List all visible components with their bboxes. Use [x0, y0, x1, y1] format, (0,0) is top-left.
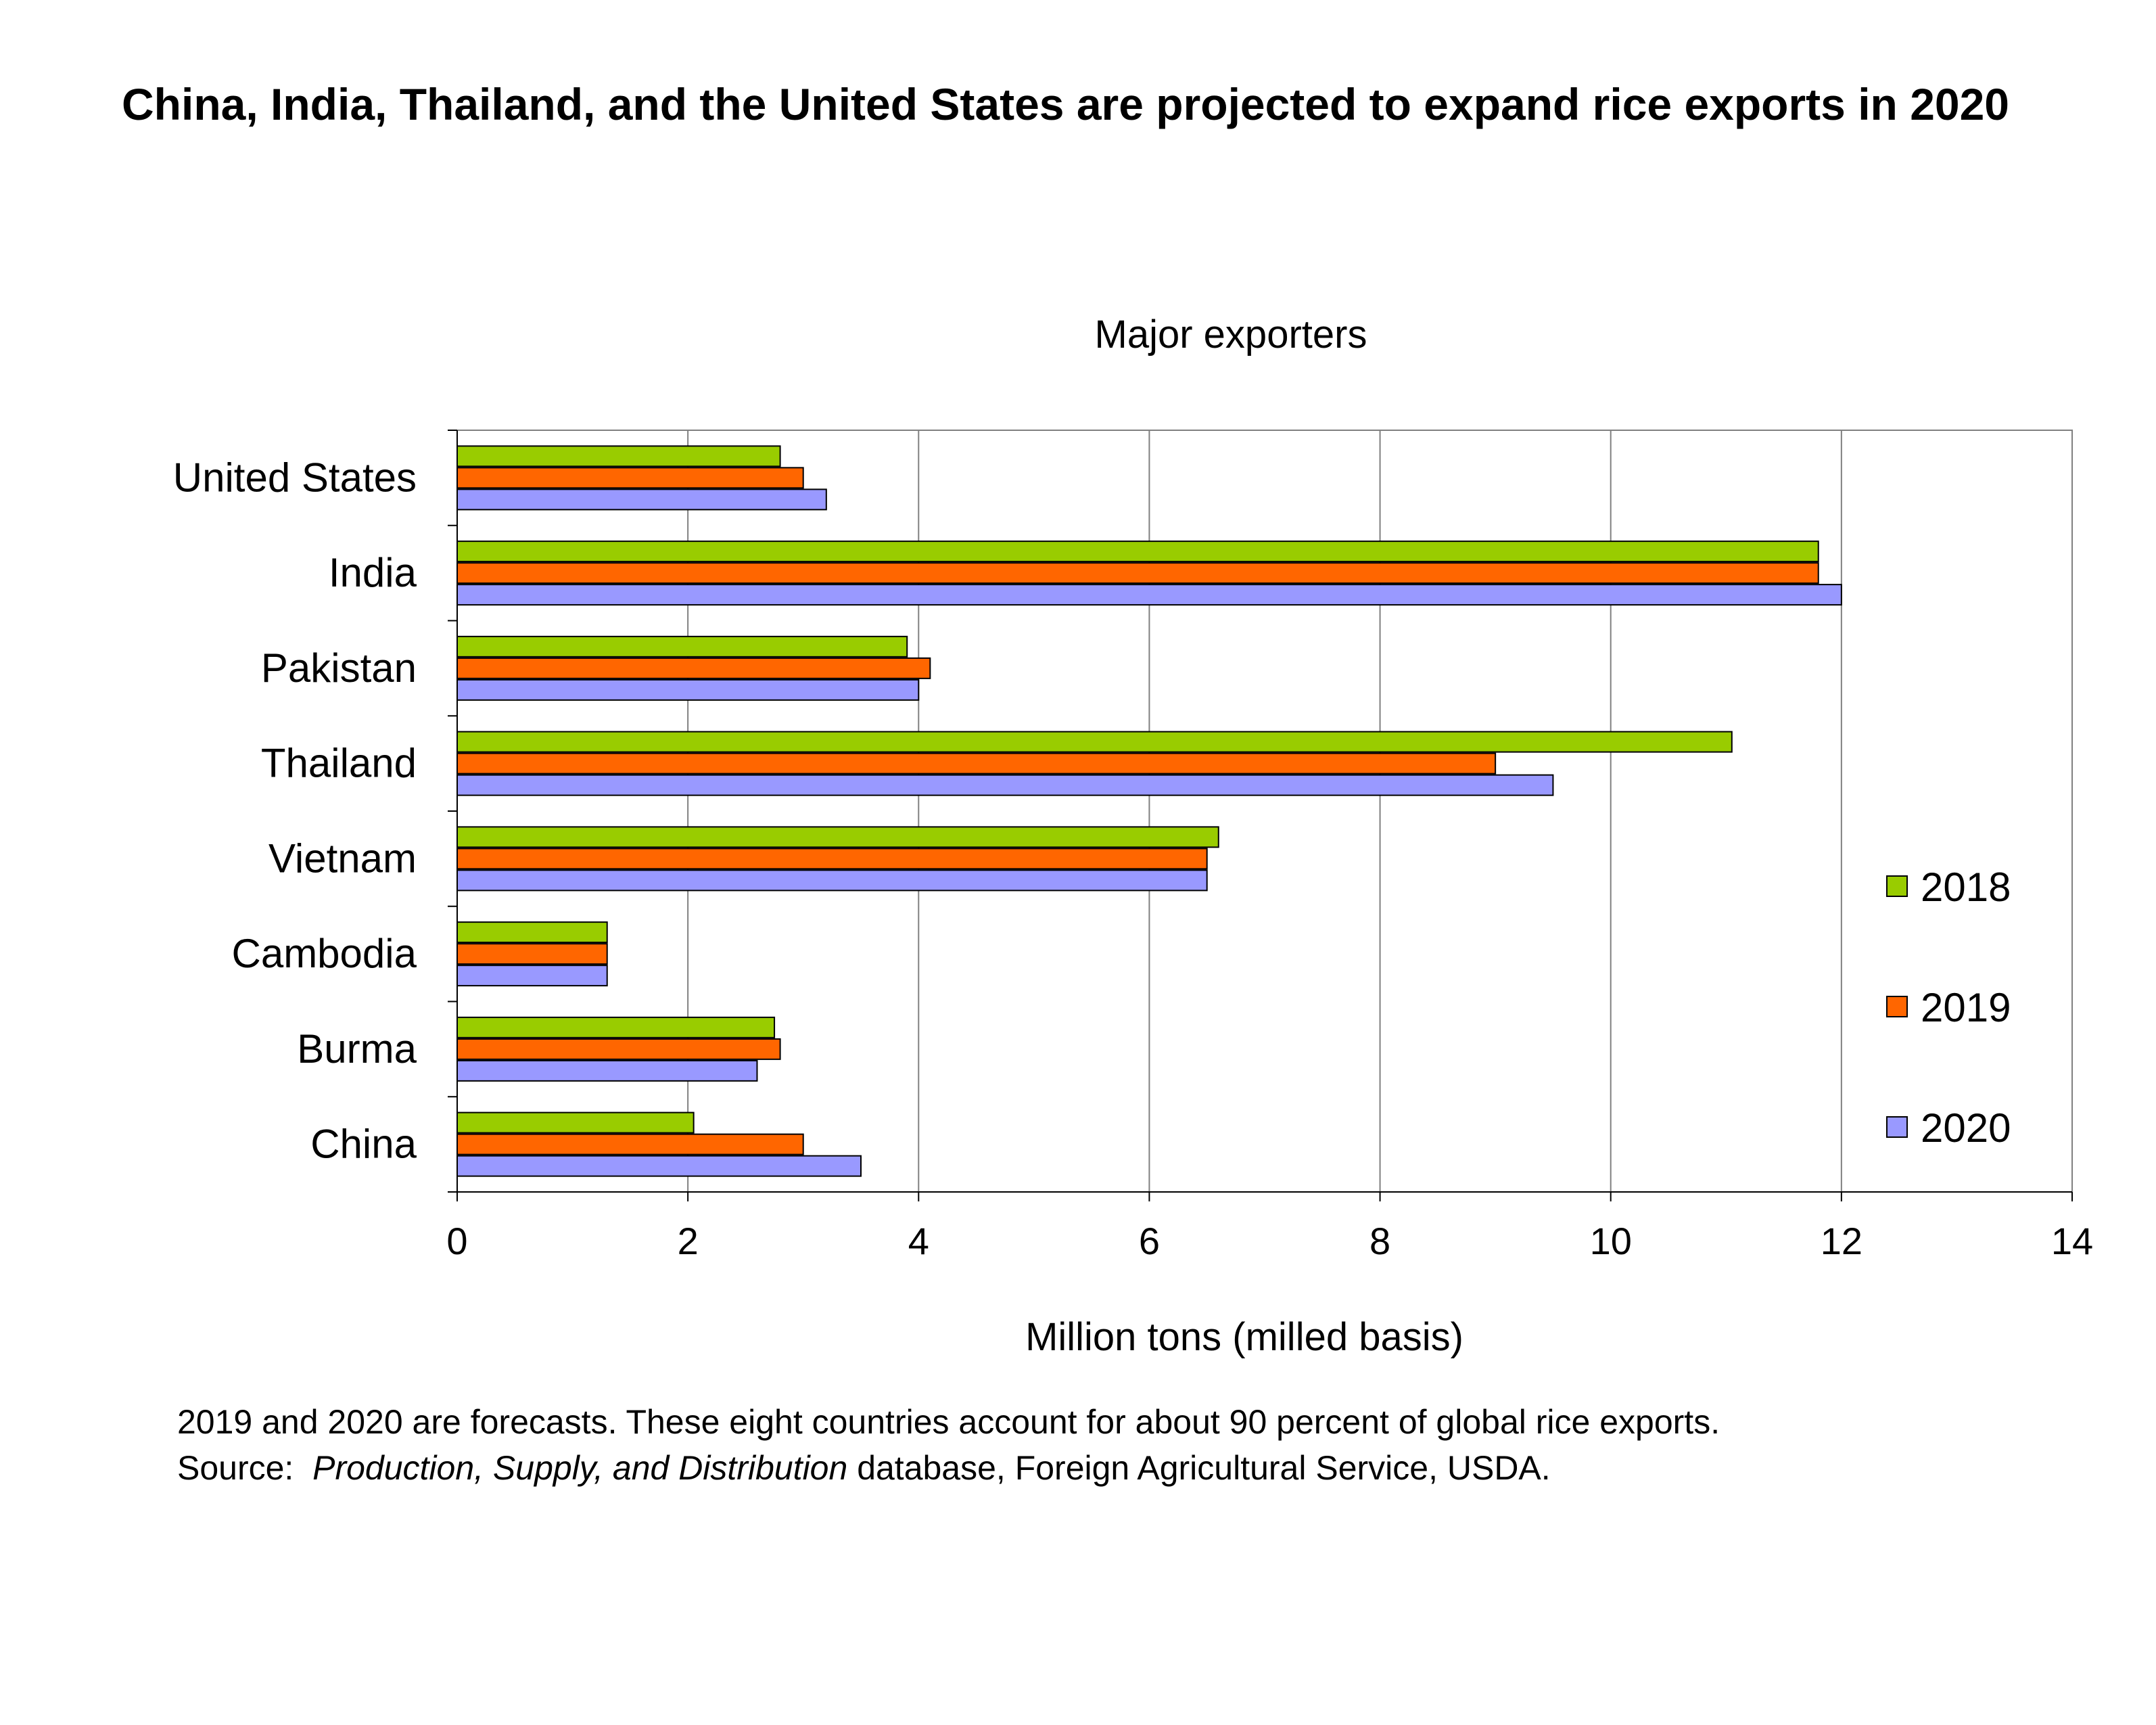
legend-label: 2020 — [1921, 1105, 2011, 1151]
legend-swatch — [1886, 996, 1908, 1017]
chart-title: Major exporters — [1095, 313, 1367, 356]
bar-2018-china — [456, 1111, 695, 1134]
category-label: Cambodia — [232, 931, 417, 976]
bar-2020-china — [456, 1155, 862, 1177]
source-title: Production, Supply, and Distribution — [312, 1449, 848, 1487]
x-axis-label: Million tons (milled basis) — [1025, 1315, 1463, 1359]
bar-2019-united-states — [456, 467, 804, 489]
bar-2019-thailand — [456, 752, 1497, 775]
footnote-note: 2019 and 2020 are forecasts. These eight… — [177, 1403, 1720, 1441]
category-label: China — [310, 1122, 417, 1167]
category-label: Thailand — [261, 741, 417, 786]
bar-2018-burma — [456, 1016, 776, 1038]
bar-2018-vietnam — [456, 826, 1219, 848]
bar-2019-pakistan — [456, 657, 931, 679]
source-prefix: Source: — [177, 1449, 313, 1487]
bar-2020-cambodia — [456, 965, 608, 987]
category-label: Burma — [297, 1026, 417, 1072]
footnote: 2019 and 2020 are forecasts. These eight… — [177, 1399, 1720, 1491]
x-tick-label: 2 — [678, 1220, 699, 1262]
legend: 2018 2019 2020 — [1886, 865, 2011, 1151]
bar-2019-vietnam — [456, 848, 1208, 870]
bar-2019-china — [456, 1133, 804, 1155]
bar-2020-india — [456, 584, 1842, 606]
category-label: Pakistan — [261, 645, 417, 691]
bar-2020-united-states — [456, 488, 827, 511]
axes: 0 2 4 6 8 10 12 14 United States India Pakistan Tha… — [173, 430, 2093, 1262]
footnote-source: Source: Production, Supply, and Distribu… — [177, 1445, 1720, 1491]
legend-swatch — [1886, 1116, 1908, 1138]
bar-2018-thailand — [456, 731, 1733, 753]
category-label: India — [329, 550, 417, 595]
bars — [456, 445, 1842, 1177]
category-label: Vietnam — [268, 835, 417, 881]
source-suffix: database, Foreign Agricultural Service, … — [847, 1449, 1551, 1487]
x-tick-label: 14 — [2051, 1220, 2093, 1262]
bar-2019-india — [456, 562, 1819, 584]
x-tick-label: 0 — [446, 1220, 467, 1262]
x-tick-label: 10 — [1590, 1220, 1632, 1262]
page-headline: China, India, Thailand, and the United S… — [122, 79, 2010, 129]
bar-2018-cambodia — [456, 921, 608, 944]
legend-label: 2019 — [1921, 985, 2011, 1030]
x-tick-label: 6 — [1139, 1220, 1160, 1262]
bar-2019-burma — [456, 1038, 781, 1060]
x-tick-label: 12 — [1821, 1220, 1862, 1262]
bar-2020-burma — [456, 1059, 758, 1082]
category-label: United States — [173, 455, 417, 500]
legend-label: 2018 — [1921, 865, 2011, 910]
x-tick-label: 4 — [908, 1220, 929, 1262]
bar-2020-thailand — [456, 774, 1554, 796]
bar-2018-india — [456, 540, 1819, 563]
bar-2018-pakistan — [456, 635, 908, 658]
bar-2020-vietnam — [456, 869, 1208, 892]
legend-swatch — [1886, 875, 1908, 897]
bar-2018-united-states — [456, 445, 781, 467]
bar-2019-cambodia — [456, 943, 608, 965]
bar-2020-pakistan — [456, 678, 920, 701]
x-tick-label: 8 — [1369, 1220, 1390, 1262]
